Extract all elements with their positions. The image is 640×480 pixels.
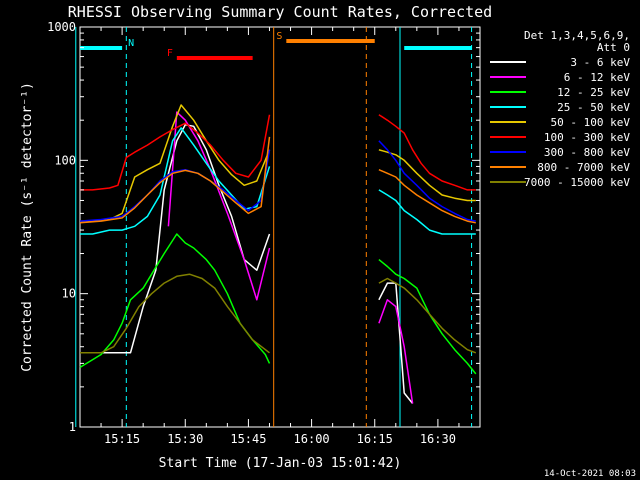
legend-entry-7: 800 - 7000 keV	[537, 161, 630, 174]
legend-header-1: Det 1,3,4,5,6,9,	[524, 29, 630, 42]
legend: 3 - 6 keV 6 - 12 keV 12 - 25 keV 25 - 50 ke…	[490, 56, 630, 189]
flag-label-F: F	[167, 48, 173, 59]
series-line-8-0	[80, 273, 270, 354]
series-line-2-1	[378, 259, 477, 375]
legend-entry-2: 12 - 25 keV	[557, 86, 630, 99]
legend-entry-0: 3 - 6 keV	[570, 56, 630, 69]
x-tick-label-1: 15:30	[167, 432, 203, 446]
series-line-4-1	[378, 149, 476, 202]
series-line-0-1	[378, 282, 414, 404]
flag-bars: N F S	[80, 31, 472, 60]
series-line-7-0	[79, 136, 271, 224]
y-axis-label: Corrected Count Rate (s⁻¹ detector⁻¹)	[20, 82, 35, 372]
chart-title: RHESSI Observing Summary Count Rates, Co…	[68, 3, 492, 21]
legend-entry-8: 7000 - 15000 keV	[524, 176, 630, 189]
series-lines	[79, 104, 477, 404]
series-line-7-1	[378, 169, 476, 224]
vertical-markers	[75, 27, 473, 427]
x-tick-label-0: 15:15	[104, 432, 140, 446]
series-line-6-1	[378, 140, 476, 222]
legend-entry-5: 100 - 300 keV	[544, 131, 630, 144]
x-tick-label-4: 16:15	[357, 432, 393, 446]
legend-entry-4: 50 - 100 keV	[551, 116, 631, 129]
legend-entry-1: 6 - 12 keV	[564, 71, 631, 84]
series-line-1-1	[378, 299, 414, 404]
series-line-5-1	[378, 114, 476, 191]
series-line-8-1	[378, 277, 477, 354]
series-line-4-0	[80, 104, 271, 222]
flag-label-N: N	[128, 38, 134, 49]
series-line-3-1	[378, 189, 476, 235]
series-line-6-0	[79, 149, 271, 222]
y-tick-label-0: 1	[69, 420, 76, 434]
series-line-2-0	[79, 233, 271, 369]
x-tick-label-2: 15:45	[230, 432, 266, 446]
legend-entry-6: 300 - 800 keV	[544, 146, 630, 159]
x-tick-label-5: 16:30	[420, 432, 456, 446]
flag-label-S: S	[276, 31, 282, 42]
plot-frame	[79, 26, 481, 428]
legend-entry-3: 25 - 50 keV	[557, 101, 630, 114]
legend-header-2: Att 0	[597, 41, 630, 54]
y-tick-label-1: 10	[62, 287, 76, 301]
timestamp: 14-Oct-2021 08:03	[544, 469, 636, 479]
y-tick-label-3: 1000	[47, 20, 76, 34]
series-line-5-0	[80, 114, 271, 191]
x-axis-label: Start Time (17-Jan-03 15:01:42)	[159, 456, 402, 471]
y-tick-label-2: 100	[54, 153, 76, 167]
series-line-0-0	[80, 123, 271, 354]
x-tick-label-3: 16:00	[294, 432, 330, 446]
axes-ticks: 1 10 100 1000 15:15 15:30 15:45 16:00 16:15 16:30	[47, 20, 481, 446]
